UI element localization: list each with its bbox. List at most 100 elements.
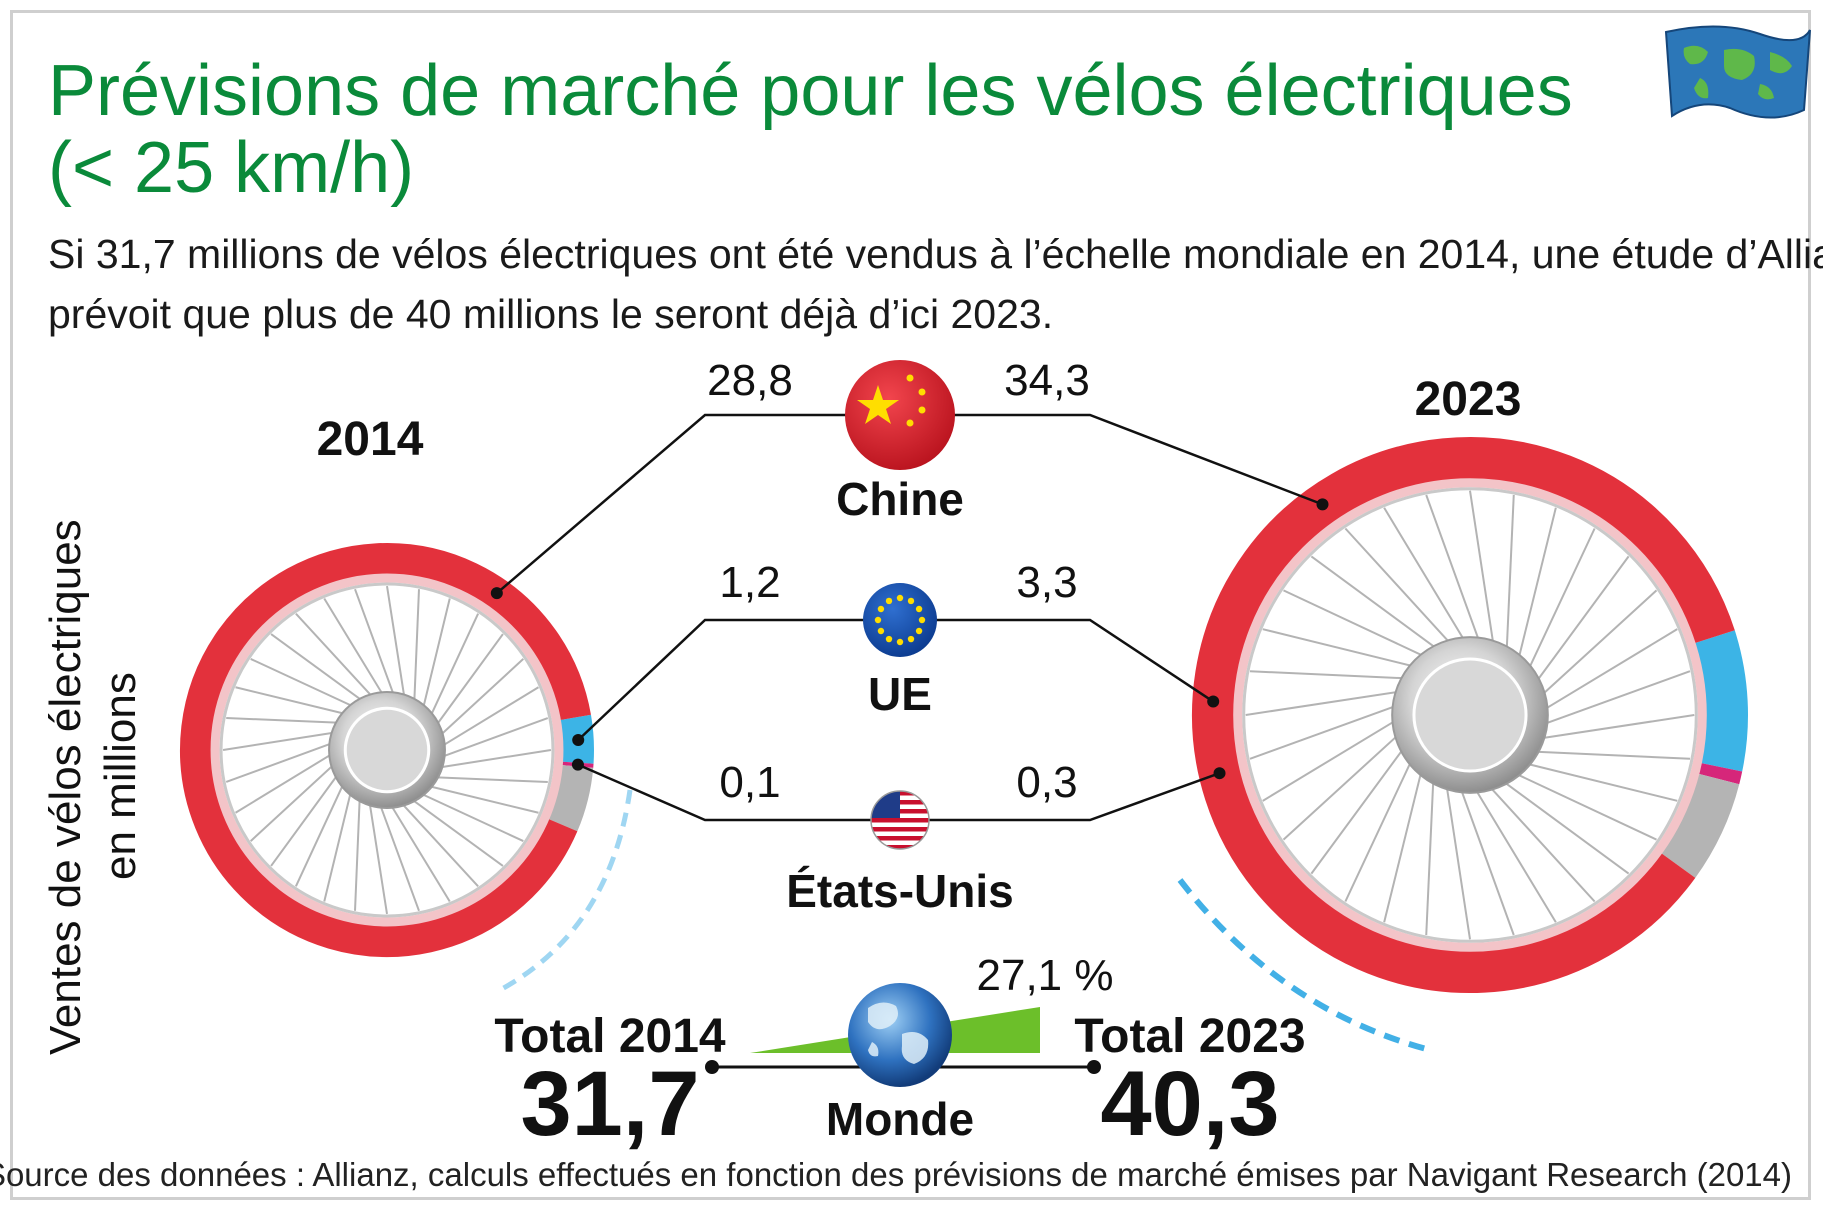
total-2014-value: 31,7 <box>520 1053 699 1155</box>
spoke <box>1531 714 1695 741</box>
totals-dot-right <box>1087 1060 1101 1074</box>
spoke <box>1383 507 1471 650</box>
tire-segment-rest-2023 <box>1661 773 1740 878</box>
spoke <box>431 633 504 732</box>
connector-dot-china-2014 <box>490 587 503 600</box>
year-label-2023: 2023 <box>1415 373 1522 426</box>
spoke <box>1425 770 1435 936</box>
spoke <box>1344 751 1417 902</box>
spoke <box>1425 494 1484 651</box>
spoke <box>414 789 524 842</box>
spoke <box>1523 528 1596 679</box>
year-label-2014: 2014 <box>317 413 424 466</box>
value-usa-2014: 0,1 <box>719 758 780 807</box>
spoke <box>432 749 552 770</box>
tire-segment-china-2014 <box>180 543 591 957</box>
total-2023-value: 40,3 <box>1100 1053 1279 1155</box>
totals-dot-left <box>705 1060 719 1074</box>
tire-segment-china-2023 <box>1192 437 1735 993</box>
spoke <box>1383 761 1425 923</box>
spoke <box>435 717 549 761</box>
spoke <box>420 598 451 716</box>
spoke <box>421 783 539 814</box>
spoke <box>295 777 348 887</box>
spoke <box>250 658 360 711</box>
spoke <box>413 589 420 709</box>
spoke <box>1262 628 1424 670</box>
y-axis-label-line-2: en millions <box>96 672 145 880</box>
spoke <box>1469 780 1557 923</box>
value-eu-2023: 3,3 <box>1016 558 1077 607</box>
spoke <box>270 633 369 706</box>
spoke <box>1515 507 1557 669</box>
spoke <box>367 795 388 915</box>
spoke <box>354 588 398 702</box>
eu-flag-icon <box>863 583 937 657</box>
y-axis-label: Ventes de vélos électriques <box>41 519 90 1055</box>
total-2023-label: Total 2023 <box>1074 1010 1305 1063</box>
tire-segment-eu-2023 <box>1694 630 1748 772</box>
spoke <box>1535 628 1678 716</box>
spoke <box>270 768 343 867</box>
rim-inner-2023 <box>1242 487 1698 943</box>
spoke <box>222 730 342 751</box>
spoke <box>434 658 524 741</box>
spoke <box>1310 555 1445 655</box>
spoke <box>1444 776 1471 940</box>
tire-segment-usa-2023 <box>1698 762 1743 785</box>
country-label-eu: UE <box>868 668 932 720</box>
connector-dot-china-2023 <box>1316 498 1329 511</box>
spoke <box>1534 589 1658 703</box>
spoke <box>396 797 479 887</box>
rim-2023 <box>1233 478 1707 952</box>
title-line-1: Prévisions de marché pour les vélos élec… <box>48 51 1573 131</box>
spoke <box>1530 555 1630 690</box>
total-2014-label: Total 2014 <box>494 1010 726 1063</box>
title-line-2: (< 25 km/h) <box>48 128 414 208</box>
spoke <box>295 613 378 703</box>
spoke <box>1469 490 1496 654</box>
spoke <box>1249 670 1415 680</box>
source-note: Source des données : Allianz, calculs ef… <box>0 1156 1792 1193</box>
spoke <box>376 798 420 912</box>
spoke <box>1534 670 1691 729</box>
spoke <box>426 613 479 723</box>
world-flag-icon <box>1664 25 1811 119</box>
spoke <box>235 686 353 717</box>
spoke <box>1525 750 1691 760</box>
connector-dot-eu-2023 <box>1207 695 1220 708</box>
hub-cap-2014 <box>343 706 431 794</box>
globe-icon <box>848 983 952 1087</box>
world-label: Monde <box>826 1093 974 1145</box>
spoke <box>1506 768 1657 841</box>
spoke <box>1344 527 1458 651</box>
spoke <box>226 717 346 724</box>
value-china-2014: 28,8 <box>707 356 793 405</box>
y-axis-label-line-1: Ventes de vélos électriques <box>41 519 90 1055</box>
rim-2014 <box>210 573 564 927</box>
country-label-usa: États-Unis <box>786 865 1013 917</box>
china-flag-icon <box>845 360 955 470</box>
value-eu-2014: 1,2 <box>719 558 780 607</box>
spoke <box>1249 701 1406 760</box>
spoke <box>405 794 504 867</box>
spoke <box>1310 740 1410 875</box>
wheel-2023 <box>1192 437 1748 993</box>
connector-dot-usa-2023 <box>1213 767 1226 780</box>
spoke <box>1482 779 1596 903</box>
spoke <box>323 598 388 702</box>
usa-flag-icon <box>870 790 930 850</box>
spoke <box>323 784 354 902</box>
growth-percentage: 27,1 % <box>977 951 1114 1000</box>
spoke <box>1516 760 1678 802</box>
spoke <box>1456 779 1515 936</box>
spoke <box>386 798 451 902</box>
spoke <box>1283 589 1434 662</box>
country-label-china: Chine <box>836 473 964 525</box>
spoke <box>386 585 407 705</box>
spoke <box>1282 727 1406 841</box>
subtitle-line-1: Si 31,7 millions de vélos électriques on… <box>48 231 1823 277</box>
subtitle-line-2: prévoit que plus de 40 millions le seron… <box>48 291 1053 337</box>
tire-segment-rest-2014 <box>548 764 594 832</box>
